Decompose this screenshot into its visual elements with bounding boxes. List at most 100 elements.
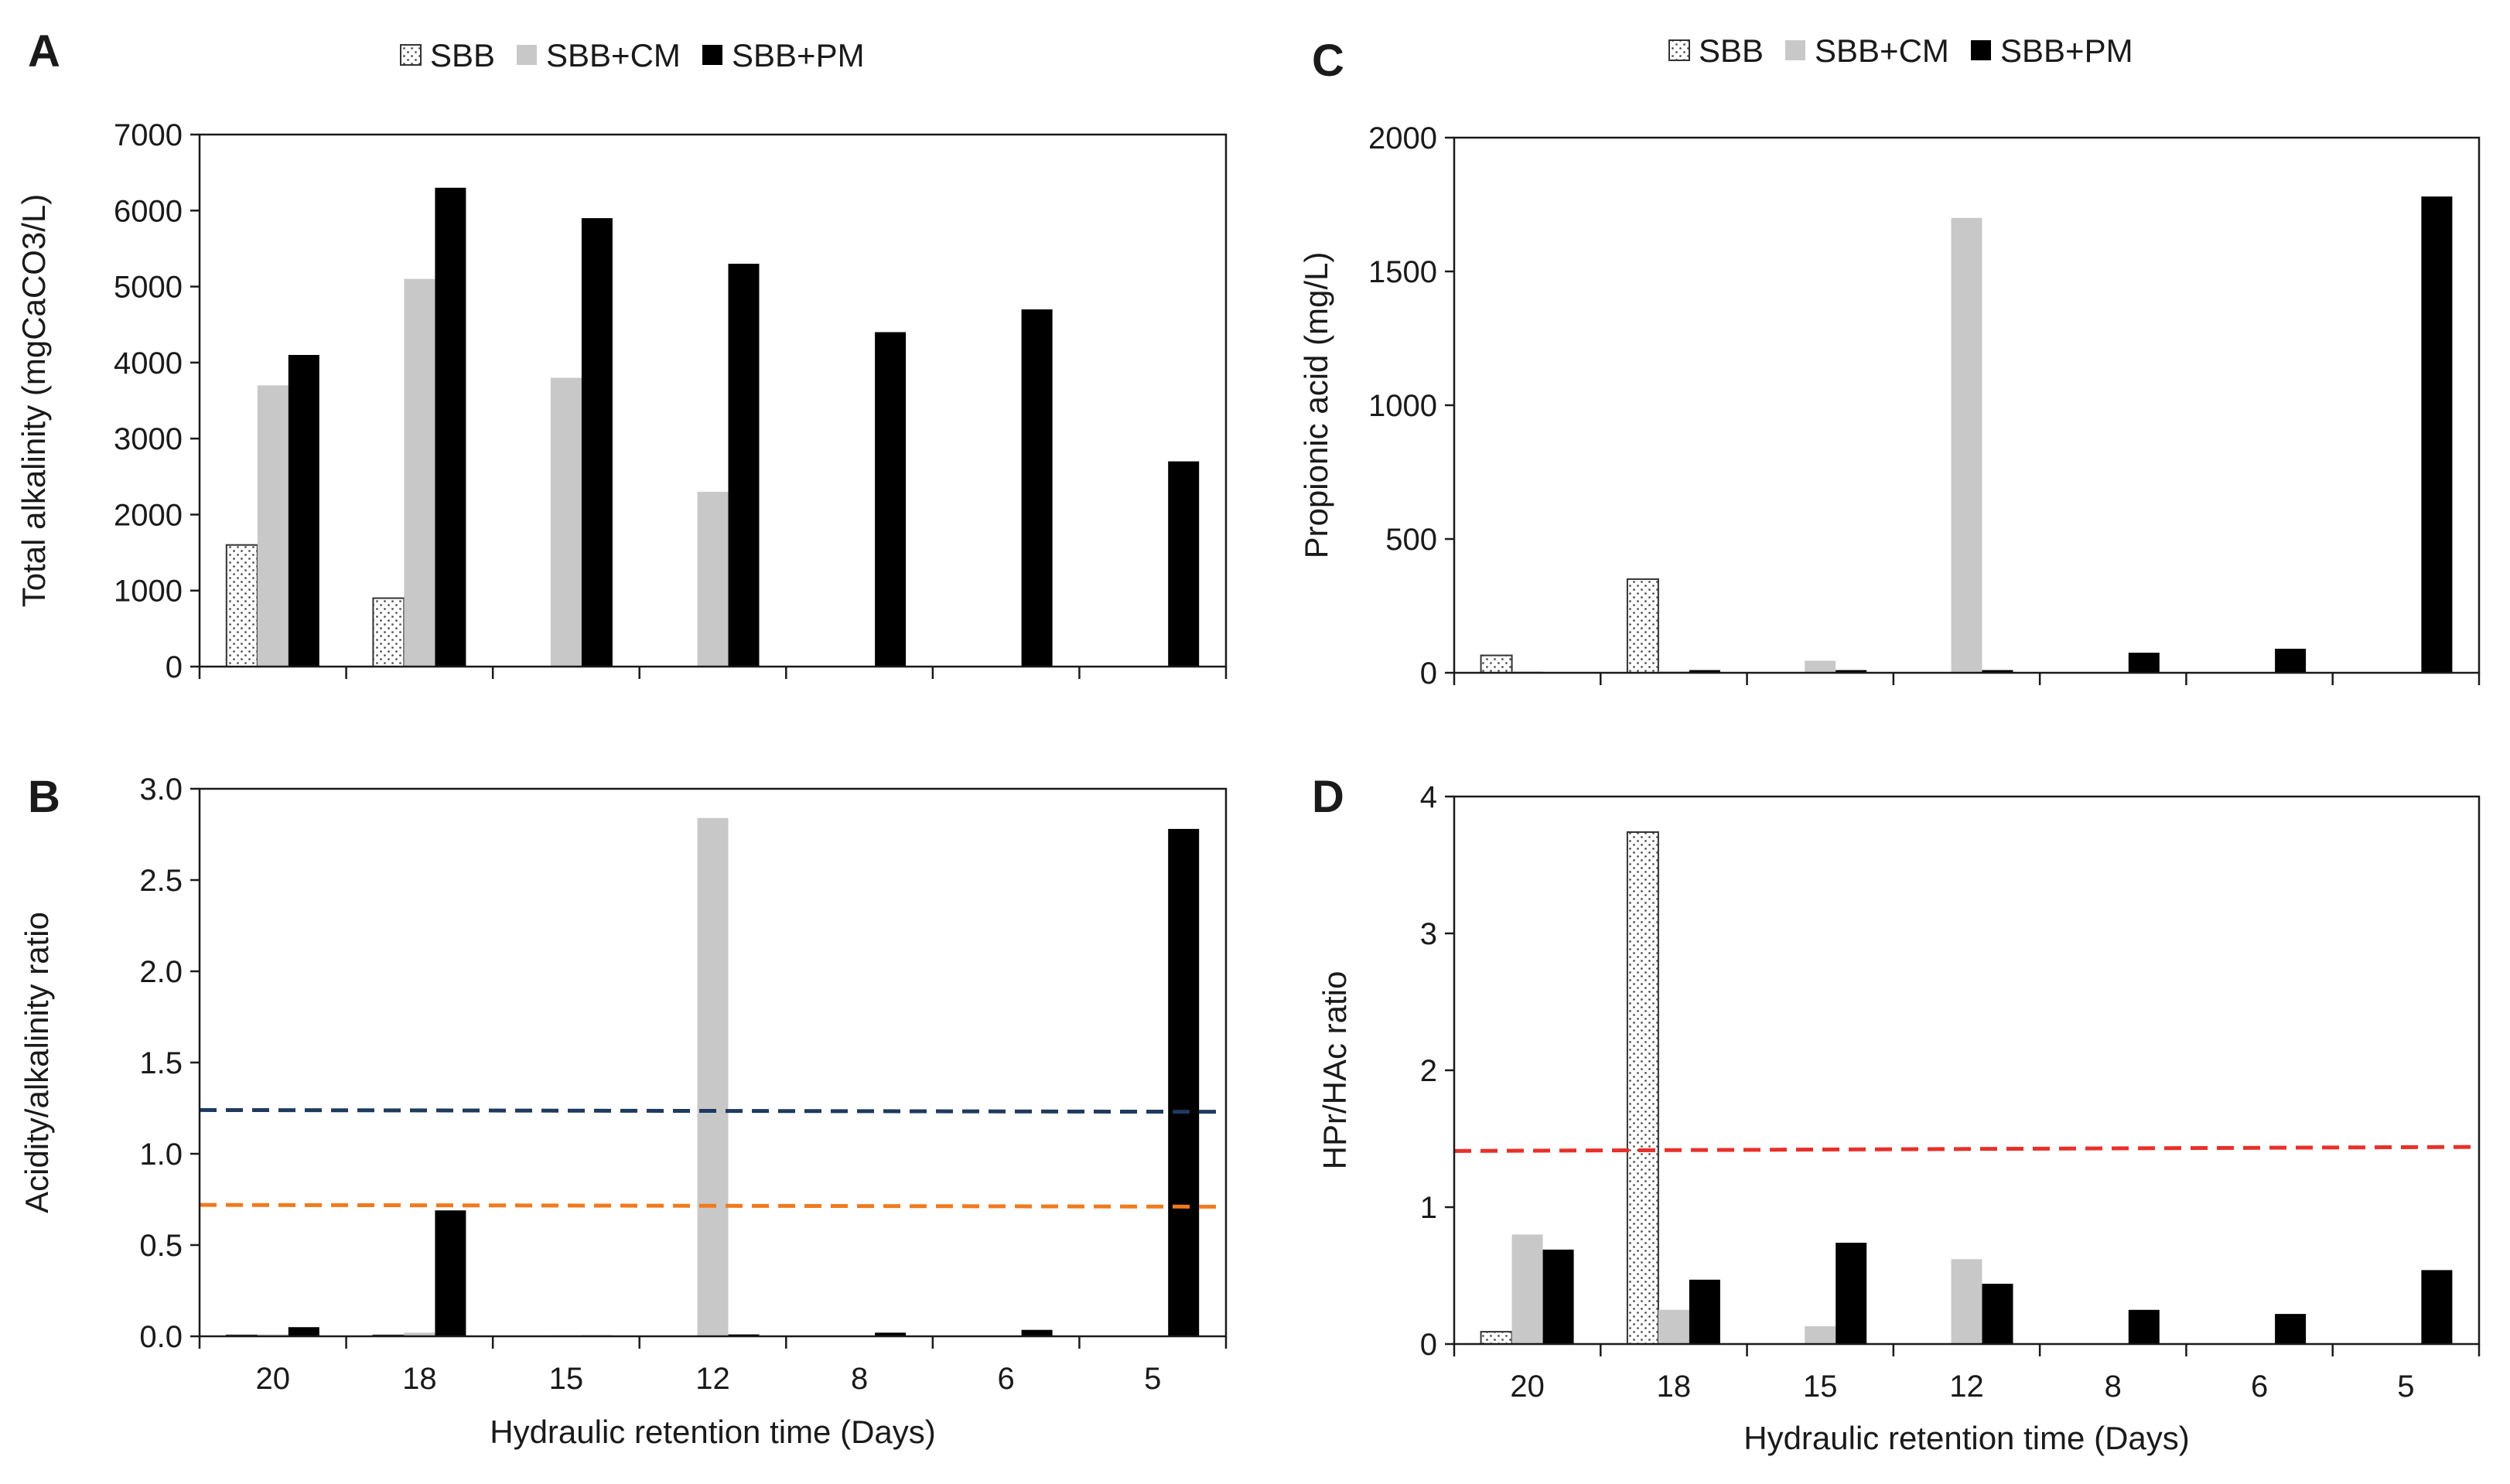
bar-d-sbb-cm-20	[1511, 1234, 1543, 1344]
y-tick-label-c-1: 500	[1385, 523, 1437, 557]
bar-d-sbb-pm-5	[2421, 1270, 2453, 1344]
y-tick-label-b-5: 2.5	[139, 864, 183, 898]
y-tick-label-b-6: 3.0	[139, 773, 183, 807]
bar-b-sbb-pm-20	[288, 1327, 319, 1336]
legend-label-sbb: SBB	[430, 37, 495, 73]
legend-swatch-sbb-cm	[517, 45, 537, 65]
panel-b-acidity-ratio-chart: B 0.0 0.5 1.0 1.5 2.0 2.5 3.0 20 18 15 12 8 6 5 Hydraul…	[19, 772, 1228, 1450]
bar-a-sbb-18	[372, 597, 405, 667]
x-tick-label-d-20: 20	[1510, 1370, 1545, 1404]
y-tick-label-d-4: 4	[1420, 780, 1437, 814]
y-tick-label-a-3: 3000	[114, 422, 183, 456]
y-tick-label-d-0: 0	[1420, 1328, 1437, 1362]
bar-d-sbb-pm-20	[1542, 1249, 1574, 1344]
bar-d-sbb-cm-15	[1805, 1326, 1836, 1344]
y-tick-label-d-2: 2	[1420, 1054, 1437, 1088]
bar-b-sbb-pm-18	[435, 1210, 466, 1336]
bar-d-sbb-pm-8	[2128, 1309, 2160, 1345]
y-tick-label-c-2: 1000	[1368, 389, 1437, 423]
bar-d-sbb-pm-12	[1982, 1284, 2013, 1344]
legend-swatch-sbb-pm	[1971, 40, 1991, 60]
bar-a-sbb-pm-12	[728, 264, 760, 667]
panel-d-letter: D	[1312, 772, 1344, 822]
bar-c-sbb-18	[1626, 578, 1659, 674]
bar-a-sbb-cm-12	[697, 491, 729, 667]
bar-d-sbb-cm-12	[1951, 1259, 1982, 1344]
bar-d-sbb-pm-18	[1689, 1279, 1720, 1344]
reference-line-b-1	[199, 1107, 1227, 1114]
bar-c-sbb-20	[1480, 654, 1513, 674]
y-tick-label-b-1: 0.5	[139, 1229, 183, 1263]
legend-label-sbb-cm: SBB+CM	[1815, 32, 1949, 69]
bar-a-sbb-pm-20	[288, 355, 319, 667]
bar-a-sbb-cm-15	[550, 377, 582, 667]
bar-d-sbb-18	[1626, 831, 1659, 1345]
bar-c-sbb-pm-15	[1836, 670, 1867, 673]
bar-c-sbb-cm-15	[1805, 660, 1836, 673]
y-tick-label-d-1: 1	[1420, 1191, 1437, 1225]
legend-label-sbb-cm: SBB+CM	[546, 37, 681, 73]
panel-a-alkalinity-chart: A 0 1000 2000 3000 4000 5000 6000 7000 Total alka…	[15, 26, 1228, 684]
bar-d-sbb-pm-6	[2275, 1314, 2307, 1344]
x-axis-title-d: Hydraulic retention time (Days)	[1743, 1420, 2190, 1456]
x-tick-label-b-8: 8	[851, 1362, 868, 1396]
x-tick-label-d-15: 15	[1803, 1370, 1838, 1404]
y-tick-label-b-3: 1.5	[139, 1046, 183, 1080]
y-axis-title-c: Propionic acid (mg/L)	[1298, 252, 1334, 559]
x-tick-label-b-15: 15	[549, 1362, 584, 1396]
bar-c-sbb-pm-12	[1982, 670, 2013, 673]
legend-right: SBB SBB+CM SBB+PM	[1668, 32, 2133, 69]
y-tick-label-a-5: 5000	[114, 271, 183, 305]
bar-c-sbb-pm-5	[2421, 196, 2453, 674]
y-tick-label-a-0: 0	[166, 650, 183, 684]
x-tick-label-d-8: 8	[2105, 1370, 2122, 1404]
y-tick-label-a-7: 7000	[114, 118, 183, 152]
y-tick-label-a-2: 2000	[114, 498, 183, 532]
plot-frame-a	[198, 133, 1228, 668]
y-tick-label-b-2: 1.0	[139, 1138, 183, 1172]
x-tick-label-b-18: 18	[402, 1362, 437, 1396]
bar-a-sbb-pm-8	[875, 332, 907, 667]
panel-c-propionic-acid-chart: C 0 500 1000 1500 2000 Propionic acid (mg/L)	[1298, 36, 2481, 691]
bar-b-sbb-cm-18	[404, 1332, 435, 1336]
legend-swatch-sbb	[400, 44, 422, 66]
legend-label-sbb-pm: SBB+PM	[2000, 32, 2133, 69]
legend-swatch-sbb-pm	[702, 45, 722, 65]
x-tick-label-b-12: 12	[695, 1362, 730, 1396]
y-tick-label-b-0: 0.0	[139, 1320, 183, 1354]
x-tick-label-d-5: 5	[2397, 1370, 2414, 1404]
bar-a-sbb-pm-15	[581, 218, 613, 667]
legend-label-sbb-pm: SBB+PM	[732, 37, 865, 73]
bar-a-sbb-pm-6	[1021, 309, 1053, 667]
bar-a-sbb-pm-5	[1168, 461, 1200, 667]
y-tick-label-d-3: 3	[1420, 917, 1437, 951]
x-axis-title-b: Hydraulic retention time (Days)	[490, 1414, 936, 1450]
bar-b-sbb-pm-6	[1021, 1329, 1053, 1336]
bar-b-sbb-cm-12	[697, 817, 729, 1336]
y-axis-title-d: HPr/HAc ratio	[1316, 971, 1353, 1170]
y-tick-label-a-6: 6000	[114, 194, 183, 228]
bar-a-sbb-cm-20	[257, 385, 289, 667]
reference-line-d-1	[1453, 1145, 2480, 1153]
panel-b-letter: B	[28, 772, 60, 822]
y-tick-label-c-4: 2000	[1368, 121, 1437, 155]
bar-c-sbb-cm-12	[1951, 217, 1982, 673]
legend-label-sbb: SBB	[1699, 32, 1764, 69]
y-axis-title-a: Total alkalinity (mgCaCO3/L)	[15, 194, 52, 608]
bar-b-sbb-pm-8	[875, 1332, 907, 1336]
bar-a-sbb-pm-18	[435, 187, 466, 667]
y-tick-label-c-3: 1500	[1368, 255, 1437, 289]
legend-swatch-sbb	[1668, 39, 1690, 61]
x-tick-label-b-6: 6	[998, 1362, 1015, 1396]
bar-b-sbb-pm-5	[1168, 828, 1200, 1336]
bar-c-sbb-pm-8	[2128, 653, 2160, 673]
bar-a-sbb-20	[225, 544, 258, 668]
legend-left: SBB SBB+CM SBB+PM	[400, 37, 865, 73]
legend-swatch-sbb-cm	[1785, 40, 1805, 60]
bar-d-sbb-cm-18	[1658, 1309, 1689, 1345]
x-tick-label-d-6: 6	[2251, 1370, 2268, 1404]
y-tick-label-a-1: 1000	[114, 575, 183, 609]
bar-a-sbb-cm-18	[404, 278, 435, 667]
panel-a-letter: A	[28, 26, 60, 77]
